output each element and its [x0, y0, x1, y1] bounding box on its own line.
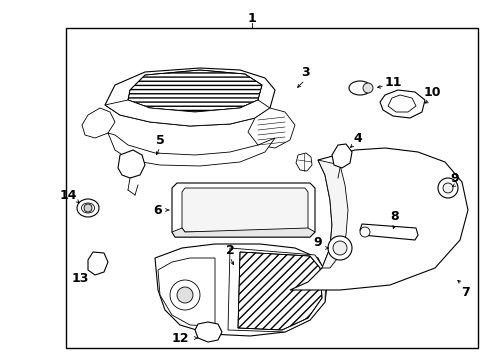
- Polygon shape: [158, 258, 215, 326]
- Polygon shape: [379, 90, 424, 118]
- Polygon shape: [317, 160, 347, 268]
- Text: 2: 2: [225, 243, 234, 257]
- Text: 14: 14: [59, 189, 77, 202]
- Circle shape: [332, 241, 346, 255]
- Circle shape: [437, 178, 457, 198]
- Text: 12: 12: [171, 332, 188, 345]
- Circle shape: [84, 204, 92, 212]
- Text: 9: 9: [313, 235, 322, 248]
- Text: 9: 9: [450, 171, 458, 185]
- Polygon shape: [155, 244, 327, 336]
- Polygon shape: [247, 108, 294, 148]
- Circle shape: [170, 280, 200, 310]
- Polygon shape: [182, 188, 307, 232]
- Text: 8: 8: [390, 210, 399, 222]
- Polygon shape: [88, 252, 108, 275]
- Polygon shape: [108, 133, 274, 166]
- Polygon shape: [331, 144, 351, 168]
- Circle shape: [362, 83, 372, 93]
- Text: 3: 3: [300, 66, 309, 78]
- Circle shape: [359, 227, 369, 237]
- Polygon shape: [172, 183, 314, 237]
- Polygon shape: [387, 95, 415, 112]
- Polygon shape: [118, 150, 145, 178]
- Text: 4: 4: [353, 131, 362, 144]
- Polygon shape: [105, 100, 269, 126]
- Polygon shape: [128, 70, 262, 112]
- Circle shape: [442, 183, 452, 193]
- Polygon shape: [227, 248, 325, 332]
- Text: 6: 6: [153, 203, 162, 216]
- Polygon shape: [195, 322, 222, 342]
- Bar: [66, 28, 477, 348]
- Circle shape: [327, 236, 351, 260]
- Text: 7: 7: [460, 285, 468, 298]
- Polygon shape: [295, 153, 311, 171]
- Polygon shape: [289, 148, 467, 290]
- Ellipse shape: [77, 199, 99, 217]
- Circle shape: [177, 287, 193, 303]
- Polygon shape: [82, 108, 115, 138]
- Text: 13: 13: [71, 271, 88, 284]
- Text: 1: 1: [247, 12, 256, 24]
- Polygon shape: [359, 224, 417, 240]
- Text: 5: 5: [155, 134, 164, 147]
- Polygon shape: [105, 68, 274, 126]
- Ellipse shape: [348, 81, 370, 95]
- Ellipse shape: [81, 203, 94, 213]
- Polygon shape: [238, 252, 321, 330]
- Text: 10: 10: [423, 86, 440, 99]
- Text: 11: 11: [384, 76, 401, 89]
- Polygon shape: [172, 228, 314, 237]
